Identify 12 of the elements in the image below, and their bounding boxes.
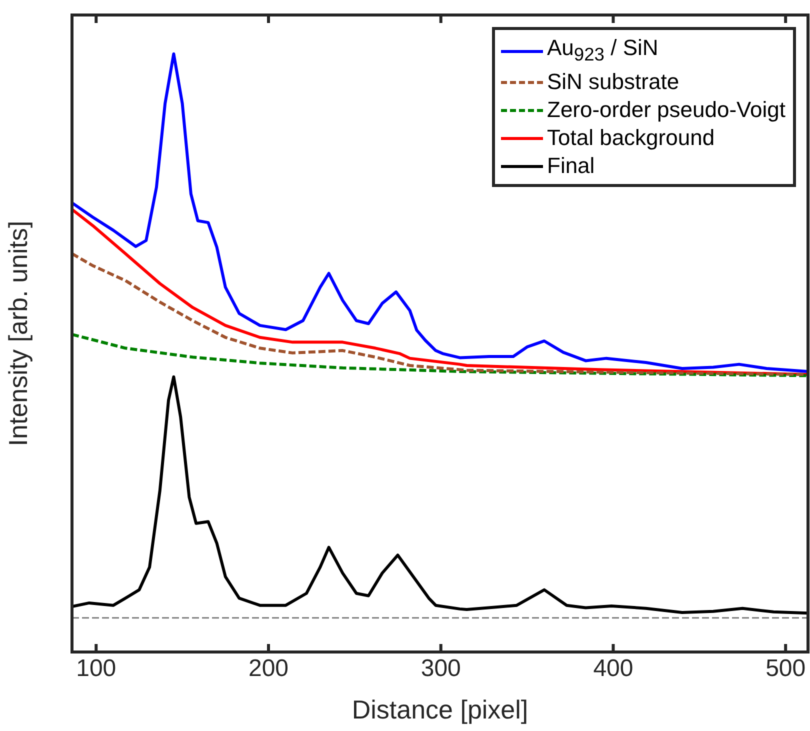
x-tick-label: 400 [593,655,634,682]
legend-label: Zero-order pseudo-Voigt [547,96,786,124]
legend-label: SiN substrate [547,68,680,96]
legend-label: Total background [547,124,715,152]
x-tick-label: 100 [76,655,116,682]
y-axis-title: Intensity [arb. units] [2,220,33,446]
x-axis-title: Distance [pixel] [352,694,528,725]
x-tick-label: 200 [248,655,289,682]
x-tick-label: 500 [766,655,806,682]
legend-label: Final [547,152,595,180]
legend-label: Au$_{923}$ / SiN [547,34,658,66]
x-tick-label: 300 [420,655,461,682]
